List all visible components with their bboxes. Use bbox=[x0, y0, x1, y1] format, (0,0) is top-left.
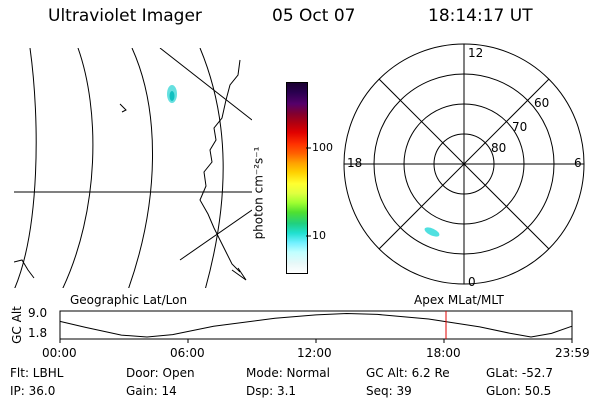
ip-status: IP: 36.0 bbox=[10, 384, 56, 398]
polar-diagonal bbox=[378, 78, 550, 250]
colorbar-tick-label: 10 bbox=[312, 229, 326, 242]
map-grid-arc bbox=[14, 48, 37, 288]
color-scale-bar bbox=[286, 82, 308, 274]
coastline bbox=[119, 103, 127, 113]
instrument-title: Ultraviolet Imager bbox=[48, 6, 202, 26]
map-grid-arc bbox=[128, 48, 153, 288]
lat-80-label: 80 bbox=[491, 141, 507, 155]
filter-status: Flt: LBHL bbox=[10, 366, 64, 380]
altitude-curve bbox=[59, 312, 573, 338]
lat-60-label: 60 bbox=[534, 96, 550, 110]
altitude-tick-top: 9.0 bbox=[28, 306, 48, 320]
geo-longitude-status: GLon: 50.5 bbox=[486, 384, 552, 398]
altitude-plot-frame bbox=[59, 310, 573, 340]
coastline bbox=[14, 259, 35, 279]
geo-latitude-status: GLat: -52.7 bbox=[486, 366, 553, 380]
aurora-spot-core bbox=[169, 91, 175, 101]
polar-ring-60 bbox=[373, 73, 555, 255]
altitude-tick-bottom: 1.8 bbox=[28, 326, 48, 340]
time-tick-1: 06:00 bbox=[170, 346, 205, 360]
time-tick-3: 18:00 bbox=[426, 346, 461, 360]
aurora-spot bbox=[167, 85, 177, 103]
coastline bbox=[231, 267, 247, 281]
map-grid-line bbox=[179, 209, 252, 261]
mlt-0-label: 0 bbox=[468, 275, 476, 289]
altitude-axis-label: GC Alt bbox=[9, 306, 24, 344]
date-label: 05 Oct 07 bbox=[272, 6, 356, 26]
lat-70-label: 70 bbox=[512, 120, 528, 134]
colorbar-unit-label: photon cm⁻²s⁻¹ bbox=[251, 146, 266, 240]
map-grid-line bbox=[159, 48, 252, 121]
mlt-12-label: 12 bbox=[468, 46, 484, 60]
mode-status: Mode: Normal bbox=[246, 366, 330, 380]
time-tick-2: 12:00 bbox=[297, 346, 332, 360]
dsp-status: Dsp: 3.1 bbox=[246, 384, 297, 398]
gain-status: Gain: 14 bbox=[126, 384, 177, 398]
time-tick-4: 23:59 bbox=[555, 346, 590, 360]
polar-ring-70 bbox=[403, 103, 525, 225]
left-panel-label: Geographic Lat/Lon bbox=[70, 293, 188, 307]
mlt-18-label: 18 bbox=[347, 156, 363, 170]
polar-ring-80 bbox=[433, 133, 495, 195]
time-tick-0: 00:00 bbox=[42, 346, 77, 360]
time-label: 18:14:17 UT bbox=[428, 6, 533, 26]
polar-ring-50 bbox=[343, 43, 585, 285]
sequence-status: Seq: 39 bbox=[366, 384, 412, 398]
gc-altitude-status: GC Alt: 6.2 Re bbox=[366, 366, 450, 380]
map-grid-arc bbox=[62, 48, 94, 288]
right-panel-label: Apex MLat/MLT bbox=[414, 293, 504, 307]
polar-aurora-spot bbox=[424, 227, 440, 237]
colorbar-tick-label: 100 bbox=[312, 141, 333, 154]
mlt-6-label: 6 bbox=[574, 156, 582, 170]
coastline bbox=[199, 59, 241, 273]
polar-diagonal bbox=[378, 78, 550, 250]
door-status: Door: Open bbox=[126, 366, 195, 380]
map-grid-arc bbox=[199, 48, 224, 288]
